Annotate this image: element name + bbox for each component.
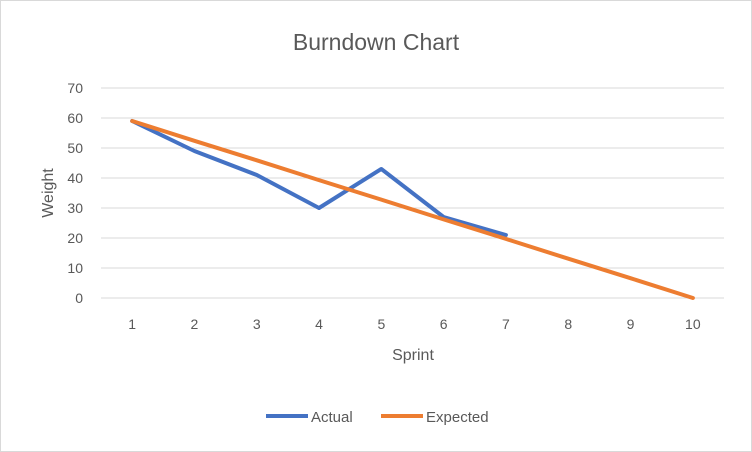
- y-tick-label: 40: [67, 170, 83, 186]
- x-tick-label: 9: [627, 316, 635, 332]
- x-tick-label: 8: [564, 316, 572, 332]
- y-tick-label: 0: [75, 290, 83, 306]
- legend-label-actual: Actual: [311, 409, 353, 426]
- y-tick-label: 70: [67, 80, 83, 96]
- x-tick-label: 7: [502, 316, 510, 332]
- x-axis-label: Sprint: [392, 347, 434, 364]
- x-tick-label: 10: [685, 316, 701, 332]
- y-tick-labels: 0 10 20 30 40 50 60 70: [67, 80, 83, 306]
- y-tick-label: 20: [67, 230, 83, 246]
- legend-label-expected: Expected: [426, 409, 489, 426]
- x-tick-label: 4: [315, 316, 323, 332]
- y-axis-label: Weight: [40, 168, 57, 218]
- series-line-actual: [130, 119, 508, 237]
- series-line-expected: [130, 119, 695, 300]
- x-tick-label: 3: [253, 316, 261, 332]
- y-tick-label: 50: [67, 140, 83, 156]
- legend: Actual Expected: [266, 409, 489, 426]
- y-tick-label: 60: [67, 110, 83, 126]
- x-tick-label: 6: [440, 316, 448, 332]
- x-tick-label: 2: [191, 316, 199, 332]
- x-tick-label: 1: [128, 316, 136, 332]
- chart-title: Burndown Chart: [293, 29, 460, 55]
- series-lines: [130, 119, 695, 300]
- y-tick-label: 30: [67, 200, 83, 216]
- gridlines: [101, 87, 724, 299]
- x-tick-label: 5: [377, 316, 385, 332]
- y-tick-label: 10: [67, 260, 83, 276]
- x-tick-labels: 1 2 3 4 5 6 7 8 9 10: [128, 316, 701, 332]
